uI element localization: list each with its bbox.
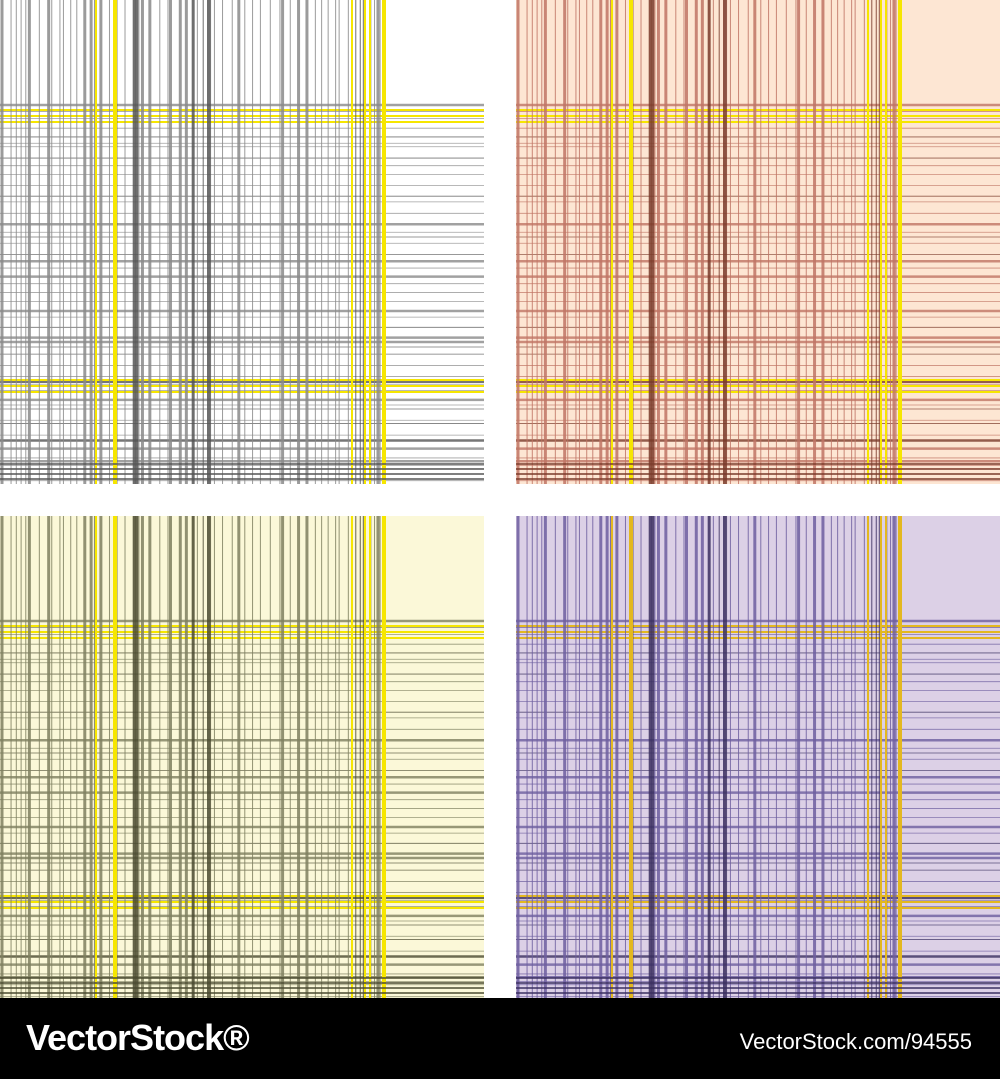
plaid-panel: [516, 516, 1000, 998]
panel-background: [0, 0, 484, 484]
brand: VectorStock®: [26, 1017, 249, 1058]
plaid-panel: [0, 516, 484, 998]
footer-bar: [0, 998, 1000, 1079]
panel-background: [516, 0, 1000, 484]
plaid-panel: [516, 0, 1000, 484]
plaid-panel: [0, 0, 484, 484]
url: VectorStock.com/94555: [740, 1029, 972, 1054]
panel-background: [0, 516, 484, 998]
panel-background: [516, 516, 1000, 998]
